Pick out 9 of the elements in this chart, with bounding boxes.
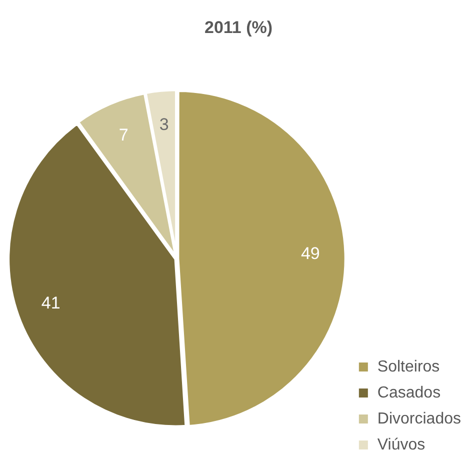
data-label: 7	[118, 126, 128, 145]
data-label: 49	[300, 244, 320, 264]
legend-label: Divorciados	[377, 410, 462, 428]
legend-label: Casados	[377, 384, 441, 402]
data-label: 3	[159, 115, 169, 134]
chart-title: 2011 (%)	[204, 18, 273, 37]
legend-label: Solteiros	[377, 358, 440, 376]
data-label: 41	[41, 294, 60, 313]
legend-label: Viúvos	[377, 436, 426, 454]
